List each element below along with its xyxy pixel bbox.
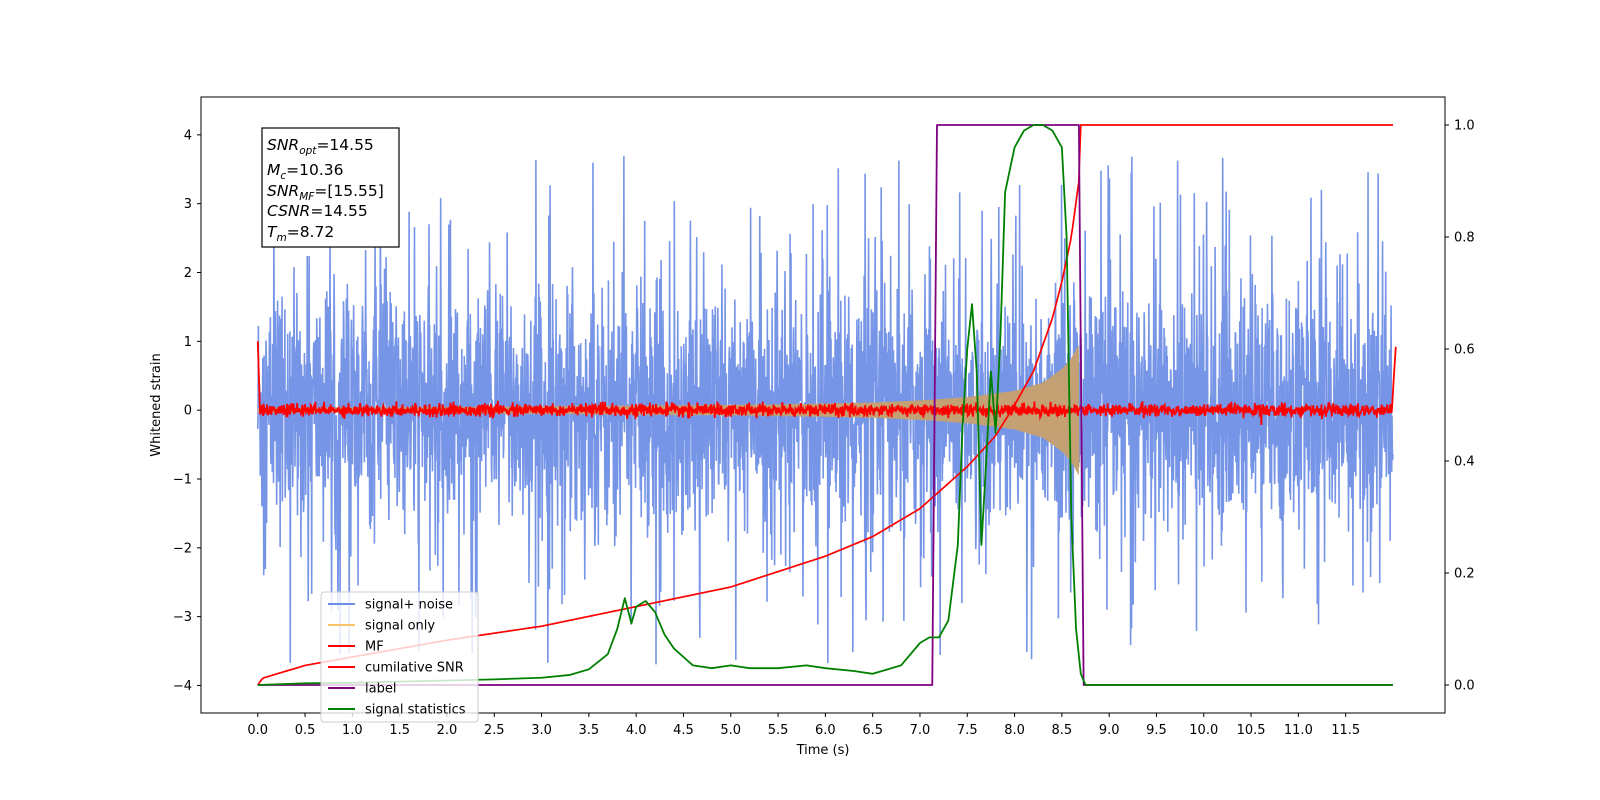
x-tick-label: 6.0 [815, 723, 836, 738]
y-axis-right: 1.0 0.8 0.6 0.4 0.2 0.0 [1445, 119, 1475, 694]
x-tick-label: 11.0 [1284, 723, 1313, 738]
y-tick-label: 1 [184, 335, 192, 350]
annotation-snr-opt: SNRopt=14.55 [267, 136, 374, 157]
y2-tick-label: 0.0 [1454, 679, 1475, 694]
x-tick-label: 6.5 [862, 723, 883, 738]
x-tick-label: 10.0 [1189, 723, 1218, 738]
y2-tick-label: 0.8 [1454, 231, 1475, 246]
x-tick-label: 1.0 [342, 723, 363, 738]
axes-frame [200, 96, 1446, 714]
legend-label-5: signal statistics [365, 703, 466, 718]
y-axis-label: Whitened strain [149, 353, 164, 456]
legend: signal+ noise signal only MF cumilative SNR… [320, 591, 479, 723]
legend-label-0: signal+ noise [365, 598, 453, 613]
x-tick-label: 0.5 [295, 723, 316, 738]
x-tick-label: 5.0 [720, 723, 741, 738]
y2-tick-label: 0.2 [1454, 567, 1475, 582]
y-tick-label: −2 [173, 541, 192, 556]
y2-tick-label: 0.4 [1454, 455, 1475, 470]
x-axis-label: Time (s) [796, 743, 850, 758]
x-tick-label: 4.0 [626, 723, 647, 738]
y-tick-label: 4 [184, 128, 192, 143]
x-tick-label: 3.0 [531, 723, 552, 738]
y-tick-label: −3 [173, 610, 192, 625]
y2-tick-label: 1.0 [1454, 119, 1475, 134]
x-tick-label: 8.0 [1004, 723, 1025, 738]
x-tick-label: 11.5 [1331, 723, 1360, 738]
stats-annotation-box: SNRopt=14.55 Mc=10.36 SNRMF=[15.55] CSNR… [261, 127, 400, 248]
x-tick-label: 9.0 [1099, 723, 1120, 738]
series-signal-statistics-line [257, 124, 1393, 686]
x-tick-label: 7.0 [910, 723, 931, 738]
annotation-frame [261, 127, 400, 248]
legend-label-3: cumilative SNR [365, 661, 464, 676]
x-tick-label: 0.0 [247, 723, 268, 738]
x-tick-label: 7.5 [957, 723, 978, 738]
annotation-tm: Tm=8.72 [267, 223, 334, 244]
y-tick-label: −1 [173, 472, 192, 487]
y-tick-label: 0 [184, 404, 192, 419]
x-tick-label: 5.5 [768, 723, 789, 738]
legend-frame [320, 591, 479, 723]
y-tick-label: 2 [184, 266, 192, 281]
x-tick-label: 2.5 [484, 723, 505, 738]
series-mf-line [256, 341, 1397, 426]
legend-label-1: signal only [365, 619, 435, 634]
x-tick-label: 10.5 [1237, 723, 1266, 738]
annotation-csnr: CSNR=14.55 [267, 202, 368, 220]
annotation-mc: Mc=10.36 [267, 161, 344, 182]
y2-tick-label: 0.6 [1454, 343, 1475, 358]
y-tick-label: 3 [184, 197, 192, 212]
x-axis: 0.0 0.5 1.0 1.5 2.0 2.5 3.0 3.5 4.0 4.5 5.0 5.5 6.0 6… [247, 713, 1360, 738]
legend-label-2: MF [365, 640, 384, 655]
legend-label-4: label [365, 682, 396, 697]
y-axis-left: 4 3 2 1 0 −1 −2 −3 −4 [173, 128, 201, 694]
x-tick-label: 9.5 [1146, 723, 1167, 738]
x-tick-label: 2.0 [437, 723, 458, 738]
x-tick-label: 3.5 [579, 723, 600, 738]
annotation-snr-mf: SNRMF=[15.55] [267, 182, 384, 203]
series-signal-noise-line [256, 156, 1394, 665]
x-tick-label: 4.5 [673, 723, 694, 738]
x-tick-label: 1.5 [389, 723, 410, 738]
x-tick-label: 8.5 [1052, 723, 1073, 738]
y-tick-label: −4 [173, 679, 192, 694]
